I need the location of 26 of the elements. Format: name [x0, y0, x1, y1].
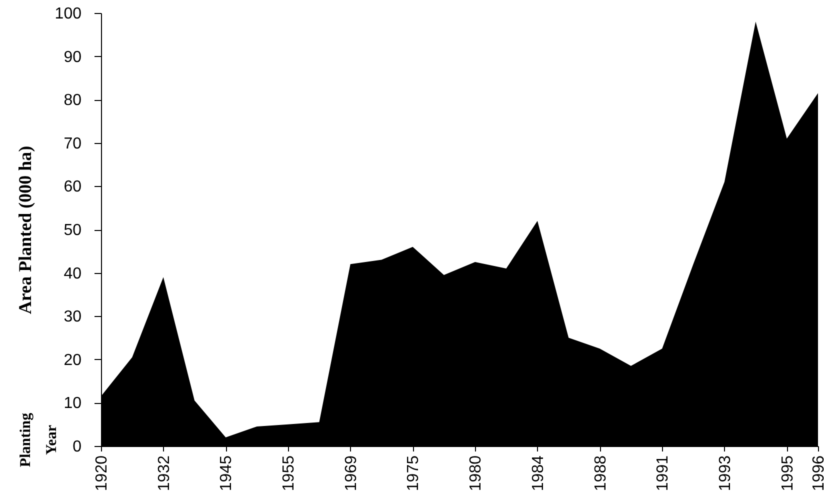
x-tick-label: 1988: [592, 455, 610, 492]
y-tick-label: 100: [54, 6, 82, 22]
y-axis-title: Area Planted (000 ha): [14, 146, 35, 314]
x-tick-label: 1984: [530, 455, 547, 492]
x-tick-label: 1975: [405, 455, 422, 492]
y-tick-label: 70: [64, 135, 82, 152]
y-tick-label: 20: [64, 352, 82, 369]
x-tick-label: 1920: [94, 455, 110, 492]
y-tick-label: 40: [64, 265, 82, 282]
text: Planting Year: [18, 412, 60, 468]
x-tick-label: 1980: [468, 455, 485, 492]
y-tick-label: 10: [64, 395, 82, 412]
x-tick-label: 1993: [716, 455, 734, 492]
x-tick-label: 1945: [218, 455, 236, 492]
y-tick-label: 0: [72, 438, 82, 456]
x-tick-label: 1996: [810, 455, 824, 492]
x-tick-label: 1932: [156, 455, 173, 492]
y-tick-label: 50: [64, 222, 82, 239]
y-tick-label: 60: [64, 178, 82, 196]
y-tick-label: 30: [64, 308, 82, 326]
x-tick-label: 1969: [342, 455, 360, 492]
x-tick-label: 1995: [779, 455, 796, 492]
y-tick-label: 80: [64, 92, 82, 110]
x-tick-label: 1955: [280, 455, 298, 492]
x-tick-label: 1991: [654, 455, 672, 492]
y-tick-label: 90: [64, 48, 82, 66]
